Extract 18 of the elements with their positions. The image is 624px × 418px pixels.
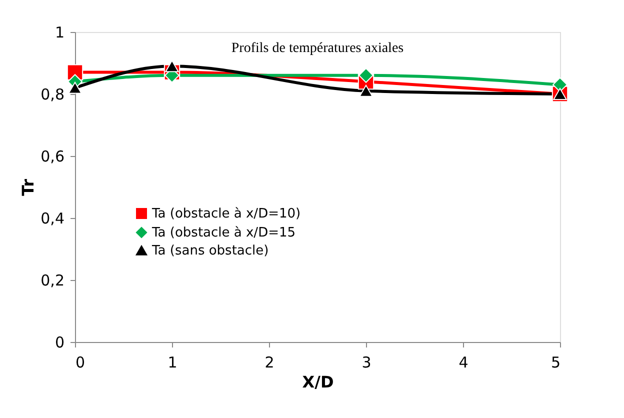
x-tick-label: 5 [550,354,560,372]
legend-label: Ta (obstacle à x/D=15 [151,226,296,240]
legend-label: Ta (sans obstacle) [151,244,269,258]
y-tick-label: 1 [54,24,64,42]
y-tick-label: 0,6 [40,148,64,166]
y-tick-label: 0,8 [40,86,64,104]
y-axis-title: Tr [18,178,38,196]
x-tick-label: 0 [76,354,86,372]
text: Profils de températures axiales [231,41,404,56]
y-tick-label: 0 [54,334,64,352]
y-tick-label: 0,2 [40,272,64,290]
x-tick-label: 4 [458,354,468,372]
y-tick-label: 0,4 [40,210,64,228]
legend-label: Ta (obstacle à x/D=10) [151,206,301,222]
x-tick-label: 3 [362,354,372,372]
x-tick-label: 2 [264,354,274,372]
x-tick-label: 1 [168,354,178,372]
x-axis-title: X/D [302,372,334,392]
